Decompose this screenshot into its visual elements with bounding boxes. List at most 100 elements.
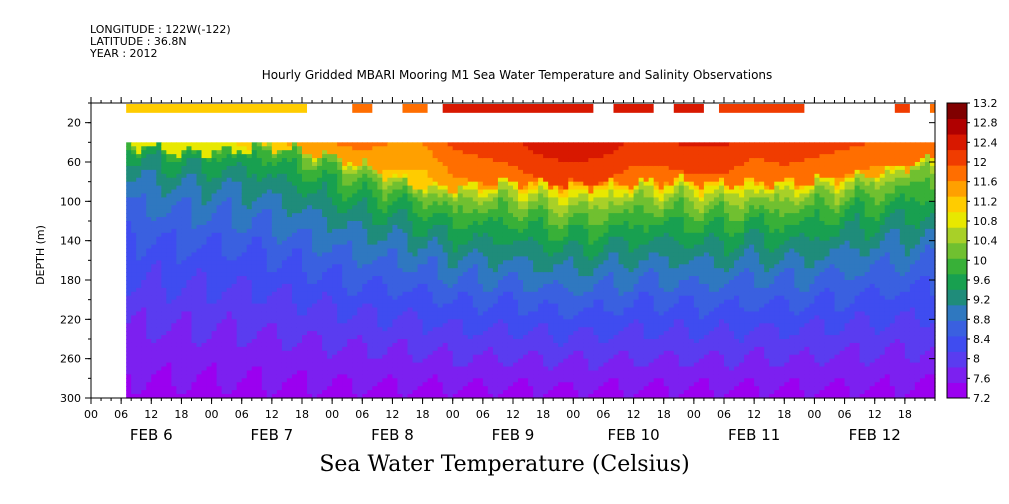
temperature-cell bbox=[437, 256, 444, 261]
temperature-cell bbox=[422, 236, 429, 242]
temperature-cell bbox=[307, 374, 313, 379]
temperature-cell bbox=[131, 181, 137, 187]
temperature-cell bbox=[502, 319, 509, 324]
temperature-cell bbox=[246, 354, 253, 360]
temperature-cell bbox=[397, 142, 404, 147]
temperature-cell bbox=[161, 201, 167, 206]
temperature-cell bbox=[136, 327, 142, 332]
temperature-cell bbox=[457, 213, 464, 218]
temperature-cell bbox=[397, 260, 404, 265]
temperature-cell bbox=[382, 154, 388, 159]
temperature-cell bbox=[447, 390, 454, 395]
temperature-cell bbox=[251, 339, 258, 344]
temperature-cell bbox=[337, 173, 343, 179]
temperature-cell bbox=[317, 260, 323, 265]
temperature-cell bbox=[302, 228, 308, 234]
temperature-cell bbox=[347, 370, 353, 375]
temperature-cell bbox=[126, 189, 132, 195]
temperature-cell bbox=[502, 362, 509, 368]
temperature-cell bbox=[141, 256, 147, 261]
temperature-cell bbox=[241, 390, 248, 395]
temperature-cell bbox=[487, 162, 494, 167]
temperature-cell bbox=[276, 323, 283, 328]
temperature-cell bbox=[196, 142, 203, 147]
temperature-cell bbox=[397, 283, 404, 289]
temperature-cell bbox=[312, 264, 318, 269]
temperature-cell bbox=[437, 264, 444, 269]
temperature-cell bbox=[432, 291, 439, 297]
temperature-cell bbox=[392, 189, 399, 195]
temperature-cell bbox=[337, 142, 343, 147]
temperature-cell bbox=[342, 303, 348, 309]
temperature-cell bbox=[201, 280, 208, 285]
temperature-cell bbox=[196, 358, 203, 364]
temperature-cell bbox=[377, 272, 383, 277]
temperature-cell bbox=[442, 154, 449, 159]
temperature-cell bbox=[422, 327, 429, 332]
temperature-cell bbox=[427, 189, 434, 195]
temperature-cell bbox=[442, 378, 449, 383]
temperature-cell bbox=[437, 248, 444, 254]
temperature-cell bbox=[347, 228, 353, 234]
temperature-cell bbox=[507, 158, 514, 163]
temperature-cell bbox=[397, 307, 404, 313]
temperature-cell bbox=[286, 209, 293, 214]
temperature-cell bbox=[186, 244, 193, 250]
temperature-cell bbox=[332, 217, 338, 222]
temperature-cell bbox=[276, 228, 283, 234]
temperature-cell bbox=[327, 366, 333, 372]
temperature-cell bbox=[367, 205, 373, 210]
temperature-cell bbox=[487, 331, 494, 336]
temperature-cell bbox=[286, 280, 293, 285]
temperature-cell bbox=[432, 177, 439, 183]
temperature-cell bbox=[462, 331, 469, 336]
temperature-cell bbox=[291, 287, 298, 293]
temperature-cell bbox=[387, 224, 394, 230]
temperature-cell bbox=[482, 339, 489, 344]
temperature-cell bbox=[382, 283, 388, 289]
temperature-cell bbox=[286, 319, 293, 324]
temperature-cell bbox=[131, 354, 137, 360]
temperature-cell bbox=[352, 350, 358, 356]
temperature-cell bbox=[322, 213, 328, 218]
temperature-cell bbox=[211, 209, 218, 214]
temperature-cell bbox=[357, 319, 363, 324]
temperature-cell bbox=[477, 280, 484, 285]
temperature-cell bbox=[291, 169, 298, 175]
temperature-cell bbox=[141, 248, 147, 254]
temperature-cell bbox=[442, 165, 449, 171]
temperature-cell bbox=[266, 378, 273, 383]
temperature-cell bbox=[497, 224, 504, 230]
temperature-cell bbox=[422, 287, 429, 293]
temperature-cell bbox=[387, 252, 394, 257]
temperature-cell bbox=[467, 264, 474, 269]
temperature-cell bbox=[312, 287, 318, 293]
temperature-cell bbox=[417, 315, 424, 320]
temperature-cell bbox=[427, 374, 434, 379]
temperature-cell bbox=[397, 291, 404, 297]
temperature-cell bbox=[422, 346, 429, 352]
temperature-cell bbox=[131, 287, 137, 293]
temperature-cell bbox=[256, 362, 263, 368]
temperature-cell bbox=[276, 382, 283, 387]
temperature-cell bbox=[417, 169, 424, 175]
temperature-cell bbox=[171, 189, 177, 195]
temperature-cell bbox=[472, 224, 479, 230]
temperature-cell bbox=[327, 181, 333, 187]
temperature-cell bbox=[452, 346, 459, 352]
temperature-cell bbox=[422, 342, 429, 348]
temperature-cell bbox=[492, 382, 499, 387]
temperature-cell bbox=[271, 311, 278, 316]
temperature-cell bbox=[291, 248, 298, 254]
temperature-cell bbox=[452, 291, 459, 297]
temperature-cell bbox=[492, 217, 499, 222]
temperature-cell bbox=[302, 346, 308, 352]
temperature-cell bbox=[312, 236, 318, 242]
temperature-cell bbox=[221, 354, 228, 360]
temperature-cell bbox=[407, 256, 414, 261]
temperature-cell bbox=[291, 189, 298, 195]
temperature-cell bbox=[492, 315, 499, 320]
temperature-cell bbox=[181, 150, 188, 155]
temperature-cell bbox=[322, 358, 328, 364]
temperature-cell bbox=[462, 327, 469, 332]
